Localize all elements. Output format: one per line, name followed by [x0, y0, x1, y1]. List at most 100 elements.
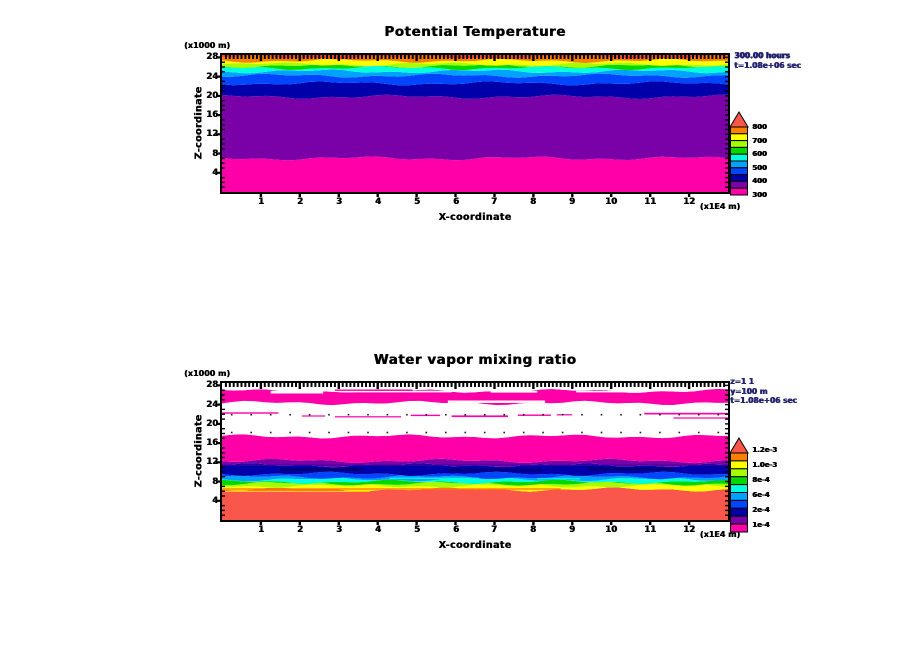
grid-dot	[503, 431, 505, 434]
y-tick-label: 12	[206, 457, 218, 467]
colorbar-cell	[730, 515, 748, 525]
grid-dot	[406, 413, 408, 416]
colorbar-tick-label: 600	[752, 150, 767, 158]
contour-bands	[222, 383, 728, 520]
colorbar-tick-label: 1.2e-3	[752, 446, 777, 454]
grid-dot	[483, 431, 486, 434]
colorbar-cell	[730, 523, 748, 533]
grid-dot	[561, 431, 564, 434]
plot1-annotation-time-seconds: t=1.08e+06 sec	[734, 60, 801, 70]
contour-patch	[447, 400, 546, 403]
grid-dot	[406, 431, 408, 434]
y-tick-label: 24	[206, 400, 218, 410]
contour-patch	[410, 414, 440, 417]
plot1-y-unit-label: (x1000 m)	[184, 41, 230, 50]
grid-dot	[503, 413, 505, 416]
colorbar-cell	[730, 174, 748, 182]
grid-dot	[600, 413, 603, 416]
grid-dot	[464, 413, 467, 416]
y-tick-label: 16	[206, 438, 218, 448]
x-tick-label: 8	[530, 197, 536, 207]
x-tick-label: 8	[530, 525, 536, 535]
x-tick-label: 11	[644, 525, 656, 535]
y-tick-label: 4	[212, 496, 218, 506]
contour-band	[222, 156, 728, 192]
x-tick-label: 5	[414, 525, 420, 535]
colorbar-cell	[730, 507, 748, 517]
x-tick-label: 9	[569, 197, 575, 207]
grid-dot	[386, 413, 389, 416]
colorbar-cell	[730, 167, 748, 176]
grid-dot	[659, 431, 661, 434]
contour-band	[222, 55, 728, 63]
contour-band	[222, 81, 728, 99]
grid-dot	[678, 413, 681, 416]
x-tick-label: 6	[453, 525, 459, 535]
grid-dot	[464, 431, 467, 434]
grid-dot	[678, 431, 681, 434]
y-tick-label: 28	[206, 52, 218, 62]
plot2-x-axis-label: X-coordinate	[438, 540, 512, 551]
plot1-x-unit-label: (x1E4 m)	[699, 202, 740, 211]
contour-band	[222, 62, 728, 68]
contour-patch	[576, 390, 627, 393]
contour-band	[222, 477, 728, 484]
x-tick-label: 3	[336, 525, 342, 535]
grid-dot	[717, 431, 720, 434]
contour-patch	[280, 468, 363, 471]
x-tick-label: 10	[605, 197, 617, 207]
contour-patch	[447, 469, 542, 472]
x-tick-label: 10	[605, 525, 617, 535]
grid-dot	[639, 431, 642, 434]
contour-patch	[270, 390, 324, 394]
grid-dot	[445, 413, 447, 416]
plot2-box	[220, 381, 730, 522]
grid-dot	[425, 431, 428, 434]
y-tick-label: 20	[206, 91, 218, 101]
contour-patch	[517, 414, 551, 416]
grid-dot	[386, 431, 389, 434]
grid-dot	[308, 413, 311, 416]
grid-dot	[600, 431, 603, 434]
contour-patch	[644, 412, 728, 415]
contour-patch	[490, 390, 538, 393]
grid-dot	[269, 413, 272, 416]
colorbar-cell	[730, 140, 748, 148]
colorbar-tick-label: 800	[752, 123, 767, 131]
grid-dot	[445, 431, 447, 434]
plot1-box	[220, 53, 730, 194]
contour-patch	[222, 412, 279, 414]
contour-band	[222, 487, 728, 520]
plot2-annotation-y-position: y=100 m	[730, 386, 768, 396]
grid-dot	[250, 413, 252, 416]
y-tick-label: 28	[206, 380, 218, 390]
axis-ticks	[216, 55, 728, 197]
grid-dot	[620, 431, 622, 434]
colorbar-cell	[730, 476, 748, 486]
y-tick-label: 12	[206, 129, 218, 139]
colorbar-cell	[730, 160, 748, 169]
x-tick-label: 12	[683, 525, 695, 535]
colorbar-cell	[730, 452, 748, 462]
plot1-colorbar	[729, 111, 749, 196]
grid-dot	[698, 431, 700, 434]
contour-patch	[222, 464, 728, 466]
grid-dot	[367, 413, 369, 416]
grid-dot	[620, 413, 622, 416]
grid-dot	[542, 413, 544, 416]
contour-patch	[587, 467, 674, 471]
colorbar-cell	[730, 468, 748, 478]
x-tick-label: 9	[569, 525, 575, 535]
colorbar-cell	[730, 126, 748, 135]
grid-dot	[561, 413, 564, 416]
colorbar-tick-label: 300	[752, 191, 767, 199]
x-tick-label: 11	[644, 197, 656, 207]
contour-patch	[334, 389, 413, 391]
grid-dot	[347, 413, 350, 416]
x-tick-label: 4	[375, 197, 381, 207]
x-tick-label: 6	[453, 197, 459, 207]
grid-dot	[289, 413, 291, 416]
colorbar-tick-label: 700	[752, 137, 767, 145]
plot1-field	[216, 55, 728, 197]
y-tick-label: 8	[212, 477, 218, 487]
